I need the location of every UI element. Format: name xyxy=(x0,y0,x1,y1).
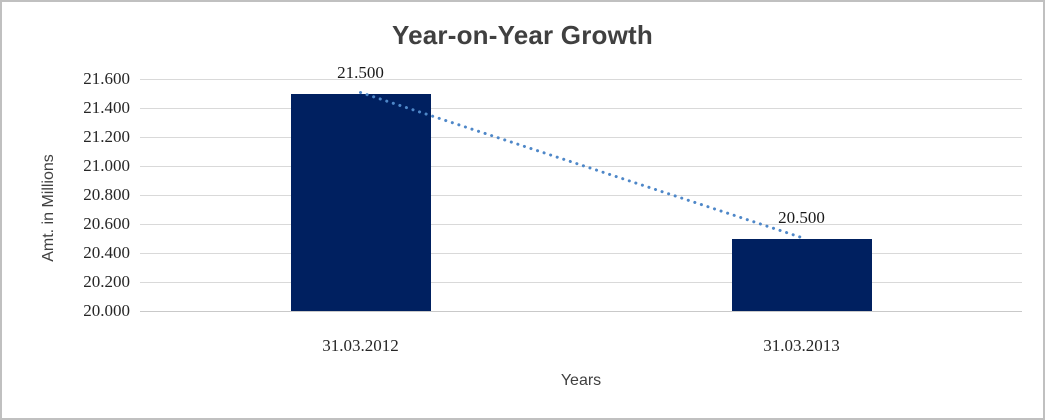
gridline xyxy=(140,165,1022,167)
y-tick-label: 21.400 xyxy=(83,98,130,117)
gridline xyxy=(140,194,1022,196)
x-tick-label: 31.03.2013 xyxy=(763,336,840,355)
y-tick-label: 21.600 xyxy=(83,69,130,88)
gridline xyxy=(140,281,1022,283)
y-tick-label: 20.000 xyxy=(83,301,130,320)
y-tick-label: 21.000 xyxy=(83,156,130,175)
bar xyxy=(731,238,872,311)
y-tick-label: 20.400 xyxy=(83,243,130,262)
y-tick-label: 20.600 xyxy=(83,214,130,233)
gridline xyxy=(140,78,1022,80)
gridline xyxy=(140,136,1022,138)
y-tick-label: 20.200 xyxy=(83,272,130,291)
x-tick-label: 31.03.2012 xyxy=(322,336,399,355)
bar-data-label: 20.500 xyxy=(778,207,825,227)
x-axis-title: Years xyxy=(560,372,602,389)
bar xyxy=(290,93,431,311)
chart-title: Year-on-Year Growth xyxy=(392,20,653,50)
y-tick-label: 21.200 xyxy=(83,127,130,146)
bar-data-label: 21.500 xyxy=(337,62,384,82)
x-axis-line xyxy=(140,310,1022,312)
gridline xyxy=(140,107,1022,109)
gridline xyxy=(140,252,1022,254)
gridline xyxy=(140,223,1022,225)
y-tick-label: 20.800 xyxy=(83,185,130,204)
